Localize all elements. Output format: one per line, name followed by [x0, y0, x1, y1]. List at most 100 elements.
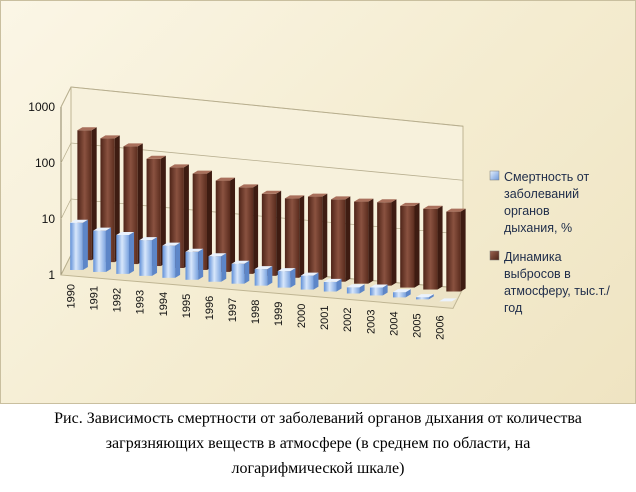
mortality-bar-top [416, 294, 434, 298]
mortality-bar-top [323, 278, 342, 282]
emission-bar-top [100, 135, 120, 139]
mortality-bar-side [428, 294, 434, 300]
emission-bar-side [391, 199, 397, 286]
emission-bar-face [400, 205, 415, 288]
emission-bar-top [446, 208, 466, 212]
gridline-side [60, 142, 72, 164]
y-tick-label: 10 [42, 212, 56, 226]
emission-bar-face [192, 173, 207, 270]
emission-bar-side [183, 164, 189, 268]
emission-bar-side [437, 205, 443, 290]
mortality-bar-face [323, 281, 337, 292]
mortality-bar [300, 272, 319, 290]
mortality-bar-top [231, 260, 250, 264]
legend-item: Смертность от заболеваний органов дыхания, … [489, 170, 589, 235]
mortality-bar-top [70, 219, 88, 223]
mortality-bar-side [152, 237, 158, 276]
gridline-side [60, 254, 72, 276]
emission-bar-face [261, 193, 277, 276]
mortality-bar-top [300, 272, 319, 276]
x-tick-label: 1992 [112, 288, 124, 312]
mortality-bar [93, 227, 111, 272]
mortality-bar-side [175, 242, 181, 278]
y-tick-label: 1 [48, 268, 55, 282]
mortality-bar [323, 278, 342, 292]
x-tick-label: 2001 [319, 306, 331, 330]
legend-label: Динамика [504, 250, 562, 264]
mortality-bar-top [393, 289, 411, 293]
mortality-bar-face [369, 287, 383, 296]
x-tick-label: 1995 [181, 294, 193, 318]
x-tick-label: 1996 [204, 296, 216, 320]
x-tick-label: 2003 [365, 309, 377, 333]
emission-bar-side [253, 184, 259, 274]
legend-label: год [504, 301, 523, 315]
emission-bar-top [123, 143, 143, 147]
mortality-bar-side [244, 260, 250, 284]
emission-bar [354, 198, 374, 284]
emission-bar-top [331, 196, 351, 200]
x-tick-label: 1998 [250, 300, 262, 324]
emission-bar-side [114, 135, 120, 263]
mortality-bar-top [277, 268, 296, 272]
emission-bar-face [284, 198, 300, 278]
emission-bar-face [215, 180, 231, 272]
mortality-bar-top [139, 237, 158, 241]
mortality-bar-top [346, 284, 365, 288]
emission-bar-top [146, 155, 166, 159]
emission-bar-side [345, 196, 351, 282]
mortality-bar [416, 294, 434, 300]
mortality-bar [231, 260, 250, 284]
x-tick-label: 1990 [66, 284, 78, 308]
mortality-bar-face [162, 245, 176, 278]
legend-label: Смертность от [504, 170, 589, 184]
mortality-bar-face [208, 256, 222, 282]
mortality-bar-top [254, 266, 273, 270]
emission-bar-top [215, 177, 236, 181]
mortality-bar [369, 284, 388, 296]
y-axis-ticks: 1 10 100 1000 [28, 100, 55, 282]
mortality-bar [139, 237, 158, 276]
mortality-bar [208, 253, 227, 282]
emission-bar [307, 193, 328, 280]
emission-bar-side [322, 193, 328, 280]
emission-bar-face [354, 201, 369, 284]
mortality-bar-side [267, 266, 273, 286]
mortality-bar [70, 219, 88, 270]
emission-bar-side [206, 170, 212, 270]
x-tick-label: 2006 [434, 315, 446, 339]
emission-bar-side [276, 190, 282, 276]
series-mortality [70, 219, 457, 302]
mortality-bar-top [208, 253, 227, 257]
mortality-bar-face [346, 287, 360, 294]
emission-bar [446, 208, 466, 292]
mortality-bar-face [277, 271, 291, 288]
emission-bar [331, 196, 351, 282]
mortality-bar-face [300, 275, 314, 290]
legend-item: Динамика выбросов в атмосферу, тыс.т./ год [489, 250, 610, 315]
mortality-bar-face [185, 251, 199, 280]
emission-bar-top [354, 198, 374, 202]
mortality-bar-side [359, 284, 365, 294]
gridline-side [60, 198, 72, 220]
emission-bar-top [377, 199, 397, 203]
emission-bar-face [423, 208, 438, 290]
emission-bar [377, 199, 397, 286]
mortality-bar [254, 266, 273, 286]
caption-line-1: Рис. Зависимость смертности от заболеван… [54, 410, 582, 427]
emission-bar [238, 184, 259, 274]
legend: Смертность от заболеваний органов дыхания, … [489, 170, 610, 315]
mortality-bar [439, 298, 457, 302]
emission-bar-top [169, 164, 189, 168]
mortality-bar [393, 289, 411, 298]
mortality-bar-top [185, 248, 204, 252]
emission-bar-face [238, 187, 254, 274]
x-tick-label: 2002 [342, 308, 354, 332]
mortality-bar-face [70, 222, 83, 270]
emission-bar-top [423, 205, 443, 209]
mortality-bar-face [139, 240, 153, 276]
emission-bar-top [77, 127, 97, 131]
mortality-bar-side [128, 231, 134, 274]
emission-bar [400, 202, 420, 288]
mortality-bar-side [405, 289, 411, 298]
